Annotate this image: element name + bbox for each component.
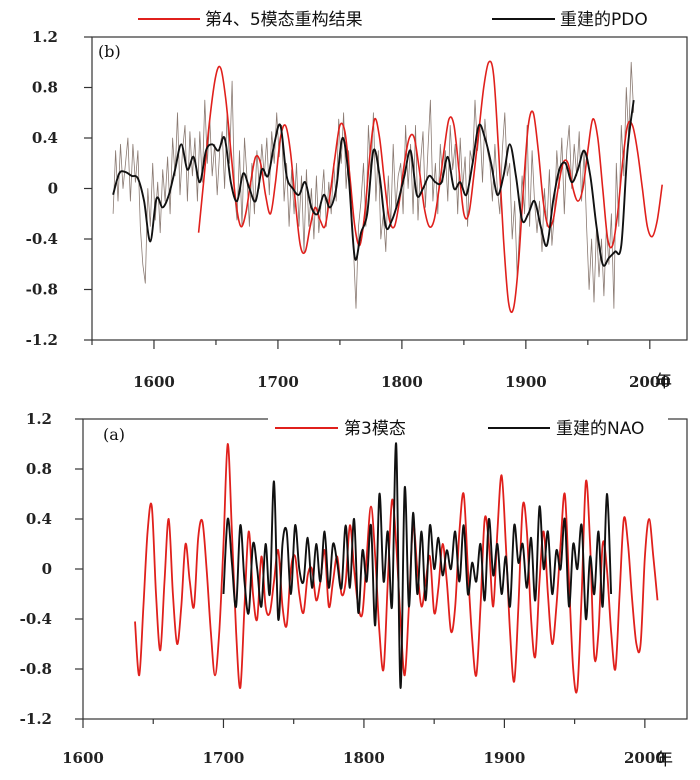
x-tick-label: 1600 xyxy=(133,373,175,391)
series-line-red xyxy=(197,60,663,314)
x-tick-label: 1800 xyxy=(343,749,385,767)
y-tick-label: 0.4 xyxy=(32,129,58,147)
panel-a-series xyxy=(134,442,659,694)
y-tick-label: 0 xyxy=(42,560,52,578)
legend-label-nao: 重建的NAO xyxy=(556,419,644,439)
panel-b-pdo-chart: -1.2 -0.8 -0.4 0 0.4 0.8 1.2 1600 1700 1800 1900 20… xyxy=(26,6,688,392)
y-tick-label: 0.8 xyxy=(32,79,58,97)
panel-a-legend: 第3模态 重建的NAO xyxy=(268,415,668,441)
panel-b-ticks: -1.2 -0.8 -0.4 0 0.4 0.8 1.2 1600 1700 1800 1900 20… xyxy=(26,28,671,391)
panel-b-legend-bg xyxy=(130,6,650,32)
panel-a-nao-chart: -1.2 -0.8 -0.4 0 0.4 0.8 1.2 1600 1700 1800 1900 20… xyxy=(20,410,688,770)
y-tick-label: -1.2 xyxy=(20,710,52,728)
series-line-black xyxy=(112,99,635,267)
panel-a-x-unit-label: 年 xyxy=(656,750,673,770)
x-tick-label: 1900 xyxy=(505,373,547,391)
panel-b-series xyxy=(112,60,663,314)
legend-label-recon45: 第4、5模态重构结果 xyxy=(205,10,363,30)
x-tick-label: 1900 xyxy=(484,749,526,767)
x-tick-label: 1600 xyxy=(62,749,104,767)
panel-b-label: (b) xyxy=(98,42,121,61)
series-line-pdo-annual xyxy=(112,61,635,309)
series-line-black xyxy=(222,442,613,689)
y-tick-label: -0.4 xyxy=(20,610,52,628)
x-tick-label: 2000 xyxy=(624,749,666,767)
y-tick-label: 1.2 xyxy=(32,28,58,46)
x-tick-label: 1800 xyxy=(381,373,423,391)
x-tick-label: 1700 xyxy=(203,749,245,767)
y-tick-label: 0 xyxy=(48,180,58,198)
y-tick-label: 0.8 xyxy=(26,460,52,478)
x-tick-label: 1700 xyxy=(257,373,299,391)
y-tick-label: 0.4 xyxy=(26,510,52,528)
y-tick-label: -0.8 xyxy=(20,660,52,678)
panel-b-plot-frame xyxy=(91,36,688,341)
y-tick-label: -0.4 xyxy=(26,230,58,248)
legend-label-pdo: 重建的PDO xyxy=(560,10,648,30)
panel-b-legend: 第4、5模态重构结果 重建的PDO xyxy=(130,6,650,32)
legend-label-mode3: 第3模态 xyxy=(344,419,406,439)
x-tick-label: 2000 xyxy=(629,373,671,391)
panel-b-x-unit-label: 年 xyxy=(655,372,672,392)
y-tick-label: 1.2 xyxy=(26,410,52,428)
y-tick-label: -0.8 xyxy=(26,281,58,299)
y-tick-label: -1.2 xyxy=(26,331,58,349)
panel-a-label: (a) xyxy=(103,425,125,444)
panel-a-ticks: -1.2 -0.8 -0.4 0 0.4 0.8 1.2 1600 1700 1800 1900 20… xyxy=(20,410,666,767)
